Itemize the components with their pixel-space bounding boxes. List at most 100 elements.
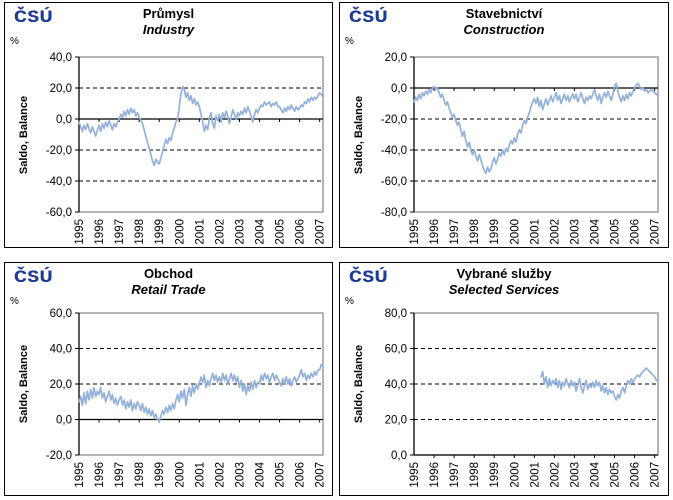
svg-text:1996: 1996 bbox=[94, 462, 106, 488]
svg-text:1998: 1998 bbox=[469, 462, 481, 488]
svg-text:1995: 1995 bbox=[409, 219, 421, 245]
percent-unit-label: % bbox=[345, 296, 354, 307]
svg-text:1996: 1996 bbox=[429, 462, 441, 488]
svg-text:2002: 2002 bbox=[214, 462, 226, 488]
chart-title-block: Obchod Retail Trade bbox=[5, 266, 332, 299]
svg-text:2001: 2001 bbox=[529, 462, 541, 488]
csu-logo: ČSÚ bbox=[349, 7, 388, 26]
svg-text:1995: 1995 bbox=[74, 462, 86, 488]
chart-panel-industry: 40,0 20,0 0,0 -20,0 -40,0 -60,0 1995 1996 1997 19… bbox=[4, 2, 333, 248]
svg-text:2006: 2006 bbox=[630, 219, 642, 245]
svg-text:40,0: 40,0 bbox=[385, 379, 407, 391]
svg-text:-20,0: -20,0 bbox=[381, 114, 407, 126]
svg-text:20,0: 20,0 bbox=[50, 379, 72, 391]
svg-text:1996: 1996 bbox=[429, 219, 441, 245]
svg-text:2004: 2004 bbox=[589, 218, 601, 244]
svg-text:0,0: 0,0 bbox=[391, 83, 407, 95]
chart-panel-retail-trade: 60,0 40,0 20,0 0,0 -20,0 1995 1996 1997 1998 1999… bbox=[4, 262, 333, 496]
svg-text:20,0: 20,0 bbox=[385, 52, 407, 64]
svg-text:2007: 2007 bbox=[315, 219, 327, 245]
chart-title-block: Průmysl Industry bbox=[5, 6, 332, 39]
svg-text:1998: 1998 bbox=[134, 462, 146, 488]
svg-text:2003: 2003 bbox=[234, 462, 246, 488]
svg-text:2007: 2007 bbox=[650, 219, 662, 245]
svg-text:1998: 1998 bbox=[469, 219, 481, 245]
svg-text:1997: 1997 bbox=[114, 219, 126, 245]
chart-subtitle: Industry bbox=[142, 22, 195, 38]
csu-logo: ČSÚ bbox=[14, 267, 53, 286]
svg-text:1997: 1997 bbox=[449, 219, 461, 245]
svg-text:-40,0: -40,0 bbox=[46, 176, 72, 188]
percent-unit-label: % bbox=[10, 296, 19, 307]
svg-text:2006: 2006 bbox=[295, 462, 307, 488]
percent-unit-label: % bbox=[10, 36, 19, 47]
svg-text:2005: 2005 bbox=[275, 462, 287, 488]
chart-panel-construction: 20,0 0,0 -20,0 -40,0 -60,0 -80,0 1995 1996 1997 1… bbox=[339, 2, 669, 248]
svg-text:2001: 2001 bbox=[529, 219, 541, 245]
svg-text:1999: 1999 bbox=[489, 219, 501, 245]
svg-text:0,0: 0,0 bbox=[56, 114, 72, 126]
svg-text:2005: 2005 bbox=[610, 462, 622, 488]
chart-panel-selected-services: 80,0 60,0 40,0 20,0 0,0 1995 1996 1997 1998 1999 2… bbox=[339, 262, 669, 496]
chart-subtitle: Retail Trade bbox=[131, 282, 206, 298]
csu-logo: ČSÚ bbox=[349, 267, 388, 286]
svg-text:1995: 1995 bbox=[74, 219, 86, 245]
svg-text:1999: 1999 bbox=[154, 219, 166, 245]
svg-text:2000: 2000 bbox=[174, 462, 186, 488]
svg-text:2004: 2004 bbox=[254, 218, 266, 244]
svg-text:1997: 1997 bbox=[114, 462, 126, 488]
svg-text:2007: 2007 bbox=[315, 462, 327, 488]
chart-subtitle: Construction bbox=[463, 22, 545, 38]
svg-text:1997: 1997 bbox=[449, 462, 461, 488]
svg-text:2001: 2001 bbox=[194, 462, 206, 488]
percent-unit-label: % bbox=[345, 36, 354, 47]
svg-text:1999: 1999 bbox=[489, 462, 501, 488]
svg-text:60,0: 60,0 bbox=[50, 308, 72, 320]
svg-text:2004: 2004 bbox=[589, 461, 601, 487]
chart-title: Stavebnictví bbox=[465, 6, 543, 21]
svg-text:80,0: 80,0 bbox=[385, 308, 407, 320]
svg-text:-80,0: -80,0 bbox=[381, 207, 407, 219]
svg-text:1996: 1996 bbox=[94, 219, 106, 245]
svg-text:-60,0: -60,0 bbox=[381, 176, 407, 188]
svg-text:2001: 2001 bbox=[194, 219, 206, 245]
svg-text:1999: 1999 bbox=[154, 462, 166, 488]
svg-text:20,0: 20,0 bbox=[50, 83, 72, 95]
svg-text:1998: 1998 bbox=[134, 219, 146, 245]
svg-text:2007: 2007 bbox=[650, 462, 662, 488]
svg-text:2002: 2002 bbox=[549, 462, 561, 488]
svg-text:2000: 2000 bbox=[174, 219, 186, 245]
svg-text:-20,0: -20,0 bbox=[46, 450, 72, 462]
svg-text:2006: 2006 bbox=[630, 462, 642, 488]
svg-text:2006: 2006 bbox=[295, 219, 307, 245]
chart-title: Vybrané služby bbox=[456, 266, 552, 281]
svg-text:40,0: 40,0 bbox=[50, 344, 72, 356]
svg-text:2000: 2000 bbox=[509, 219, 521, 245]
chart-subtitle: Selected Services bbox=[448, 282, 560, 298]
svg-text:-40,0: -40,0 bbox=[381, 145, 407, 157]
csu-logo: ČSÚ bbox=[14, 7, 53, 26]
svg-text:2002: 2002 bbox=[214, 219, 226, 245]
svg-text:40,0: 40,0 bbox=[50, 52, 72, 64]
svg-text:20,0: 20,0 bbox=[385, 415, 407, 427]
svg-text:2003: 2003 bbox=[569, 462, 581, 488]
svg-text:0,0: 0,0 bbox=[56, 415, 72, 427]
chart-title-block: Vybrané služby Selected Services bbox=[340, 266, 668, 299]
chart-title: Průmysl bbox=[142, 6, 195, 21]
svg-text:2000: 2000 bbox=[509, 462, 521, 488]
svg-text:2005: 2005 bbox=[610, 219, 622, 245]
svg-text:-60,0: -60,0 bbox=[46, 207, 72, 219]
svg-text:2002: 2002 bbox=[549, 219, 561, 245]
svg-text:2003: 2003 bbox=[234, 219, 246, 245]
chart-title-block: Stavebnictví Construction bbox=[340, 6, 668, 39]
chart-title: Obchod bbox=[143, 266, 194, 281]
svg-text:60,0: 60,0 bbox=[385, 344, 407, 356]
svg-text:2004: 2004 bbox=[254, 461, 266, 487]
svg-text:0,0: 0,0 bbox=[391, 450, 407, 462]
svg-text:1995: 1995 bbox=[409, 462, 421, 488]
